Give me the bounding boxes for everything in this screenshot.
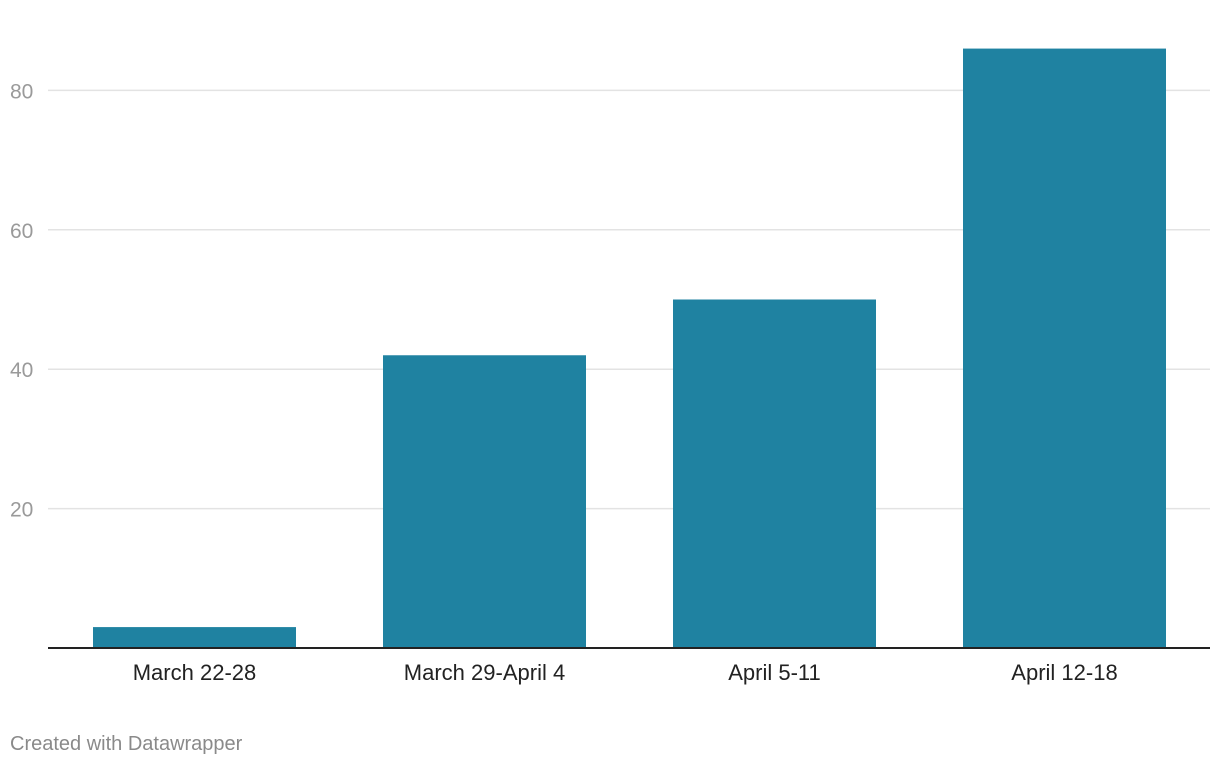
x-category-label: March 22-28 xyxy=(133,660,257,685)
x-category-label: March 29-April 4 xyxy=(404,660,565,685)
y-tick-label: 60 xyxy=(10,220,33,243)
bar-4 xyxy=(963,48,1166,648)
credit-text: Created with Datawrapper xyxy=(10,733,243,755)
y-tick-label: 40 xyxy=(10,359,33,382)
y-tick-label: 20 xyxy=(10,499,33,522)
x-axis-category-labels: March 22-28 March 29-April 4 April 5-11 Apr… xyxy=(133,660,1118,685)
x-category-label: April 12-18 xyxy=(1011,660,1117,685)
y-axis-tick-labels: 20 40 60 80 xyxy=(10,80,33,521)
y-tick-label: 80 xyxy=(10,80,33,103)
bar-3 xyxy=(673,299,876,648)
x-category-label: April 5-11 xyxy=(728,660,821,685)
bars xyxy=(93,48,1166,648)
bar-1 xyxy=(93,627,296,648)
bar-2 xyxy=(383,355,586,648)
